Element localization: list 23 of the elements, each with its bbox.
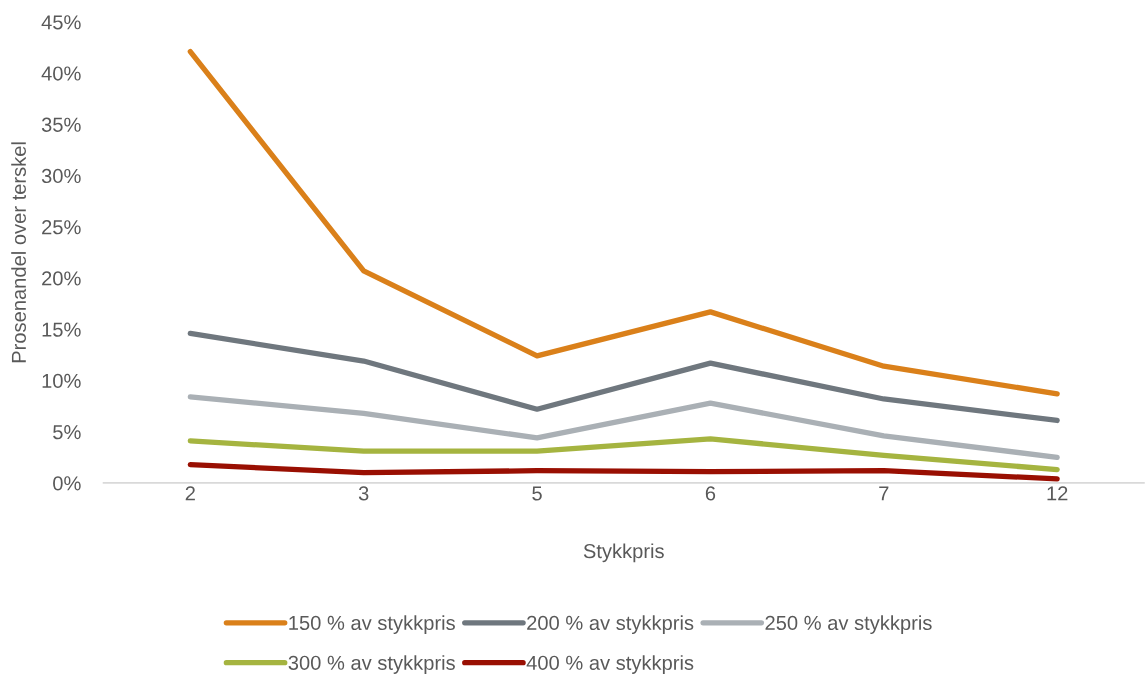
y-tick-label: 25%	[42, 220, 81, 235]
y-tick-label: 20%	[42, 271, 81, 286]
x-tick-label: 5	[532, 486, 542, 501]
legend-label: 200 % av stykkpris	[527, 615, 694, 635]
y-tick-label: 35%	[41, 117, 81, 132]
y-tick-label: 40%	[41, 66, 81, 81]
legend-label: 250 % av stykkpris	[765, 615, 932, 635]
y-tick-label: 45%	[41, 15, 81, 30]
x-tick-label: 2	[185, 486, 195, 501]
y-tick-label: 15%	[42, 322, 81, 337]
y-tick-label: 0%	[53, 476, 81, 491]
x-tick-label: 12	[1047, 486, 1068, 501]
x-axis-title: Stykkpris	[583, 543, 664, 563]
x-tick-label: 3	[358, 486, 369, 501]
y-axis-title: Prosenandel over terskel	[11, 142, 26, 363]
x-tick-label: 7	[879, 486, 889, 501]
x-tick-label: 6	[705, 486, 716, 501]
y-tick-label: 5%	[53, 425, 81, 440]
y-tick-label: 10%	[42, 373, 81, 389]
legend-label: 300 % av stykkpris	[288, 655, 455, 674]
legend-label: 150 % av stykkpris	[289, 615, 455, 635]
y-tick-label: 30%	[41, 168, 81, 184]
legend-label: 400 % av stykkpris	[526, 655, 694, 674]
